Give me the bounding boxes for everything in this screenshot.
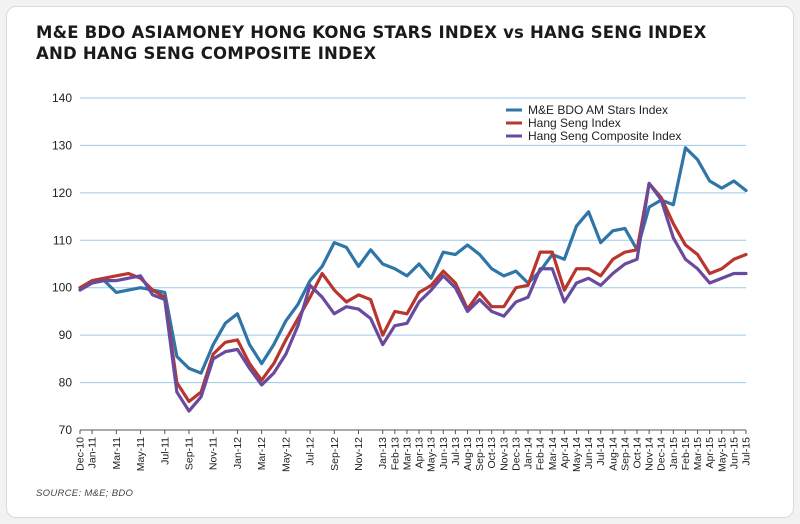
x-tick-label-jan-11: Jan-11 xyxy=(87,437,99,468)
grid-lines xyxy=(80,97,746,431)
x-tick-label-mar-15: Mar-15 xyxy=(692,437,704,470)
x-tick-label-feb-13: Feb-13 xyxy=(389,437,401,470)
x-tick-label-sep-13: Sep-13 xyxy=(474,437,486,471)
x-axis: Dec-10 Jan-11 Mar-11 May-11 Jul-11 Sep-11 Nov-… xyxy=(75,429,753,472)
y-axis: 70 80 90 100 110 120 130 140 xyxy=(52,91,72,437)
y-tick-label-80: 80 xyxy=(59,376,73,390)
x-tick-label-jun-15: Jun-15 xyxy=(728,437,740,469)
x-tick-label-dec-10: Dec-10 xyxy=(75,437,87,471)
x-tick-label-nov-12: Nov-12 xyxy=(353,437,365,471)
y-tick-label-140: 140 xyxy=(52,91,72,105)
chart-title: M&E BDO ASIAMONEY HONG KONG STARS INDEX … xyxy=(36,22,707,64)
x-tick-label-sep-14: Sep-14 xyxy=(619,437,631,471)
x-tick-label-jan-13: Jan-13 xyxy=(377,437,389,469)
x-tick-label-mar-12: Mar-12 xyxy=(256,437,268,470)
x-tick-label-apr-14: Apr-14 xyxy=(559,437,571,469)
x-tick-label-feb-14: Feb-14 xyxy=(535,437,547,470)
series-lines xyxy=(78,146,748,413)
legend-label-hang-seng-composite-index: Hang Seng Composite Index xyxy=(528,129,681,143)
x-tick-label-sep-11: Sep-11 xyxy=(183,437,195,470)
x-tick-label-nov-14: Nov-14 xyxy=(644,437,656,471)
y-tick-label-100: 100 xyxy=(52,281,72,295)
x-tick-label-jul-14: Jul-14 xyxy=(595,437,607,466)
legend-label-hang-seng-index: Hang Seng Index xyxy=(528,116,621,130)
x-tick-label-jun-13: Jun-13 xyxy=(438,437,450,469)
x-tick-label-jul-13: Jul-13 xyxy=(450,437,462,466)
x-tick-label-dec-13: Dec-13 xyxy=(510,437,522,471)
x-tick-label-jul-15: Jul-15 xyxy=(741,437,753,466)
x-tick-label-aug-13: Aug-13 xyxy=(462,437,474,471)
x-tick-label-may-12: May-12 xyxy=(280,437,292,472)
x-tick-label-feb-15: Feb-15 xyxy=(680,437,692,470)
x-tick-label-may-11: May-11 xyxy=(135,437,147,471)
x-tick-label-nov-13: Nov-13 xyxy=(498,437,510,471)
y-tick-label-130: 130 xyxy=(52,138,72,152)
x-tick-label-apr-15: Apr-15 xyxy=(704,437,716,469)
y-tick-label-70: 70 xyxy=(59,423,73,437)
series-line-hang-seng-composite-index xyxy=(78,181,748,413)
x-tick-label-jan-15: Jan-15 xyxy=(668,437,680,469)
x-tick-label-jul-11: Jul-11 xyxy=(159,437,171,465)
series-line-hang-seng-index xyxy=(78,181,748,404)
x-tick-label-nov-11: Nov-11 xyxy=(208,437,220,470)
y-tick-label-90: 90 xyxy=(59,328,73,342)
chart-card xyxy=(6,6,794,518)
y-tick-label-120: 120 xyxy=(52,186,72,200)
chart-title-line-1: M&E BDO ASIAMONEY HONG KONG STARS INDEX … xyxy=(36,23,707,42)
x-tick-label-apr-13: Apr-13 xyxy=(414,437,426,469)
x-tick-label-sep-12: Sep-12 xyxy=(329,437,341,471)
x-tick-label-mar-14: Mar-14 xyxy=(547,437,559,470)
x-tick-label-mar-11: Mar-11 xyxy=(111,437,123,470)
chart-title-line-2: AND HANG SENG COMPOSITE INDEX xyxy=(36,44,377,63)
series-line-mande-bdo-am-stars-index xyxy=(78,146,748,375)
x-tick-label-oct-14: Oct-14 xyxy=(632,437,644,469)
x-tick-label-jan-12: Jan-12 xyxy=(232,437,244,469)
x-tick-label-jan-14: Jan-14 xyxy=(523,437,535,469)
x-tick-label-may-14: May-14 xyxy=(571,437,583,472)
y-tick-label-110: 110 xyxy=(53,233,72,247)
x-tick-label-jul-12: Jul-12 xyxy=(305,437,317,466)
x-tick-label-mar-13: Mar-13 xyxy=(401,437,413,470)
x-tick-label-may-13: May-13 xyxy=(426,437,438,472)
x-tick-label-oct-13: Oct-13 xyxy=(486,437,498,469)
legend-label-mande-bdo-am-stars-index: M&E BDO AM Stars Index xyxy=(528,103,668,117)
x-tick-label-may-15: May-15 xyxy=(716,437,728,472)
x-tick-label-aug-14: Aug-14 xyxy=(607,437,619,471)
x-tick-label-dec-14: Dec-14 xyxy=(656,437,668,471)
source-note: SOURCE: M&E; BDO xyxy=(36,488,134,499)
x-tick-label-jun-14: Jun-14 xyxy=(583,437,595,469)
